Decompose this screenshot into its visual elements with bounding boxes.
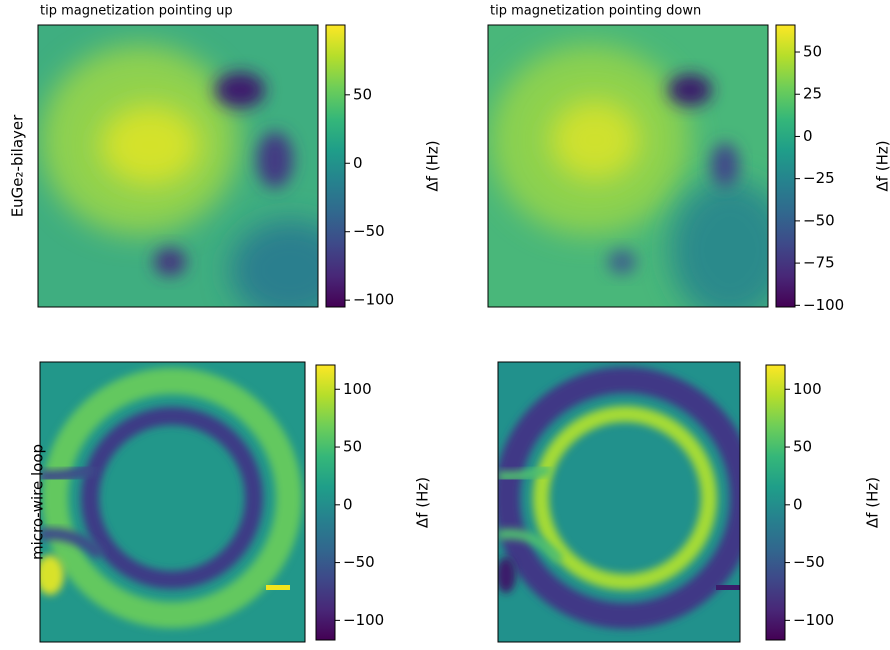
colorbar-tick-label: −50 xyxy=(793,553,825,571)
colorbar-tick-label: 50 xyxy=(353,85,372,103)
heatmap-image xyxy=(498,362,740,642)
colorbar-tick-label: 50 xyxy=(803,43,822,61)
colorbar-label: Δf (Hz) xyxy=(864,477,882,528)
colorbar-tick-label: 50 xyxy=(793,438,812,456)
colorbar-label: Δf (Hz) xyxy=(874,140,890,191)
row-label: micro-wire loop xyxy=(29,444,47,560)
colorbar-tick-label: 0 xyxy=(343,495,353,513)
colorbar-tick-label: −100 xyxy=(353,291,394,309)
colorbar xyxy=(315,364,336,641)
colorbar-tick-label: 0 xyxy=(803,127,813,145)
heatmap-image xyxy=(40,362,305,642)
colorbar-tick-label: −50 xyxy=(353,222,385,240)
colorbar-tick-label: 100 xyxy=(793,380,822,398)
row-label: EuGe₂-bilayer xyxy=(9,114,27,217)
colorbar-label: Δf (Hz) xyxy=(414,477,432,528)
colorbar xyxy=(775,24,796,308)
colorbar-tick-label: 0 xyxy=(793,495,803,513)
colorbar xyxy=(765,364,786,641)
heatmap-image xyxy=(38,25,318,307)
colorbar-tick-label: −100 xyxy=(793,611,834,629)
colorbar-tick-label: −50 xyxy=(803,211,835,229)
panel-title: tip magnetization pointing up xyxy=(40,4,233,19)
colorbar-tick-label: 100 xyxy=(343,380,372,398)
colorbar-tick-label: −100 xyxy=(803,296,844,314)
panel-title: tip magnetization pointing down xyxy=(490,4,701,19)
colorbar-tick-label: 25 xyxy=(803,85,822,103)
colorbar-tick-label: −25 xyxy=(803,169,835,187)
frame xyxy=(487,24,769,308)
colorbar-tick-label: 0 xyxy=(353,154,363,172)
heatmap-image xyxy=(488,25,768,307)
colorbar-tick-label: 50 xyxy=(343,438,362,456)
frame xyxy=(39,361,306,643)
colorbar-label: Δf (Hz) xyxy=(424,140,442,191)
frame xyxy=(497,361,741,643)
colorbar-tick-label: −50 xyxy=(343,553,375,571)
colorbar-tick-label: −75 xyxy=(803,254,835,272)
frame xyxy=(37,24,319,308)
colorbar xyxy=(325,24,346,308)
colorbar-tick-label: −100 xyxy=(343,611,384,629)
